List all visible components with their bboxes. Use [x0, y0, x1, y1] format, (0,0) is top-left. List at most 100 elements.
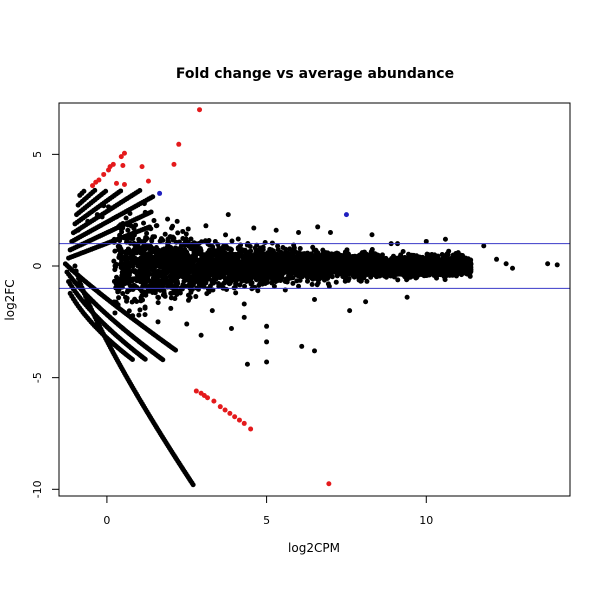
- gene-point: [424, 265, 430, 271]
- gene-point: [332, 251, 338, 257]
- gene-point: [375, 263, 381, 269]
- gene-point: [265, 258, 271, 264]
- gene-point: [150, 194, 156, 200]
- gene-point: [260, 277, 266, 283]
- gene-point: [208, 270, 214, 276]
- gene-point: [289, 250, 295, 256]
- gene-point: [140, 297, 146, 303]
- gene-point: [116, 295, 122, 301]
- gene-point: [340, 259, 346, 265]
- gene-point: [233, 290, 239, 296]
- gene-point: [223, 232, 229, 238]
- gene-point: [159, 254, 165, 260]
- gene-point: [151, 218, 157, 224]
- gene-point: [142, 276, 148, 282]
- gene-point: [174, 257, 180, 263]
- gene-point: [257, 259, 263, 265]
- gene-point: [169, 225, 175, 231]
- gene-point: [129, 299, 135, 305]
- gene-point: [392, 258, 398, 264]
- gene-point: [119, 229, 125, 235]
- y-axis-label: log2FC: [3, 279, 17, 320]
- gene-point: [444, 251, 450, 257]
- gene-point: [288, 272, 294, 278]
- gene-point: [205, 250, 211, 256]
- gene-point: [398, 262, 404, 268]
- gene-point: [206, 289, 212, 295]
- gene-point: [355, 262, 361, 268]
- gene-point: [280, 255, 286, 261]
- gene-point: [287, 246, 293, 252]
- gene-point: [221, 272, 227, 278]
- x-tick-label: 10: [419, 514, 433, 527]
- gene-point: [168, 290, 174, 296]
- x-axis-label: log2CPM: [288, 541, 340, 555]
- gene-point: [125, 227, 131, 233]
- gene-point: [180, 228, 186, 234]
- gene-point: [172, 296, 178, 302]
- gene-point: [320, 247, 326, 253]
- gene-point: [242, 265, 248, 271]
- gene-point: [221, 263, 227, 269]
- gene-point: [261, 253, 267, 259]
- gene-point: [232, 271, 237, 277]
- gene-point: [390, 253, 396, 259]
- gene-point: [170, 237, 176, 243]
- gene-point: [174, 247, 180, 253]
- gene-point: [309, 281, 315, 287]
- gene-point: [288, 268, 294, 274]
- gene-point: [180, 236, 186, 241]
- gene-point: [290, 280, 296, 286]
- gene-point: [453, 256, 459, 262]
- gene-point: [111, 258, 117, 264]
- gene-point: [273, 264, 279, 270]
- gene-point: [275, 277, 281, 283]
- gene-point: [129, 278, 135, 284]
- gene-point: [73, 268, 79, 274]
- gene-point: [134, 276, 140, 282]
- gene-point: [416, 272, 422, 278]
- gene-point: [193, 294, 199, 300]
- gene-point: [424, 251, 430, 257]
- gene-point: [143, 254, 149, 260]
- gene-point: [255, 262, 261, 268]
- gene-point: [139, 255, 145, 261]
- gene-point: [198, 280, 204, 286]
- gene-point: [118, 265, 124, 271]
- gene-point: [450, 252, 456, 258]
- gene-point: [404, 277, 410, 283]
- gene-point: [211, 279, 217, 285]
- gene-point: [349, 262, 355, 268]
- gene-point: [437, 258, 443, 264]
- gene-point: [445, 267, 451, 273]
- gene-point: [215, 247, 221, 253]
- gene-point: [139, 271, 145, 277]
- gene-point: [334, 265, 340, 271]
- gene-point: [419, 268, 425, 274]
- gene-point: [291, 245, 297, 251]
- gene-point: [147, 224, 153, 230]
- gene-point: [240, 254, 246, 260]
- gene-point: [279, 272, 285, 278]
- gene-point: [175, 268, 181, 274]
- gene-point: [253, 251, 259, 257]
- gene-point: [162, 231, 168, 237]
- gene-point: [255, 269, 261, 275]
- gene-point: [221, 243, 227, 249]
- gene-point: [242, 283, 248, 289]
- gene-point: [130, 267, 136, 273]
- gene-point: [239, 278, 245, 284]
- gene-point: [150, 272, 156, 278]
- gene-point: [157, 238, 163, 244]
- gene-point: [175, 230, 181, 236]
- gene-point: [321, 253, 327, 259]
- gene-point: [282, 263, 288, 269]
- gene-point: [277, 259, 283, 265]
- gene-point: [327, 266, 333, 272]
- x-tick-label: 0: [103, 514, 110, 527]
- gene-point: [305, 266, 310, 272]
- gene-point: [142, 237, 148, 243]
- gene-point: [343, 271, 349, 277]
- gene-point: [399, 255, 405, 261]
